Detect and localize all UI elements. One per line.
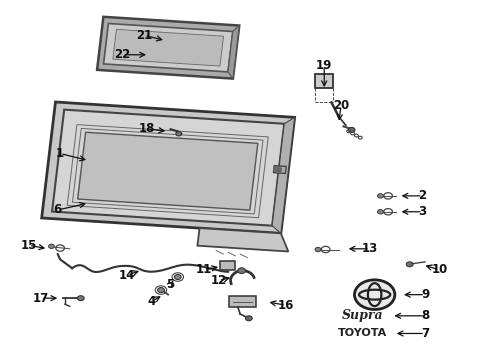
Text: 9: 9 bbox=[421, 288, 429, 301]
Circle shape bbox=[238, 268, 245, 274]
Text: 16: 16 bbox=[278, 299, 294, 312]
Polygon shape bbox=[97, 17, 239, 78]
Text: 4: 4 bbox=[147, 295, 155, 308]
Polygon shape bbox=[273, 166, 286, 174]
Circle shape bbox=[49, 244, 54, 248]
Text: 19: 19 bbox=[316, 59, 332, 72]
Text: 17: 17 bbox=[33, 292, 49, 305]
Bar bbox=[229, 296, 256, 307]
Text: 8: 8 bbox=[421, 309, 429, 322]
Circle shape bbox=[158, 288, 164, 293]
Text: 7: 7 bbox=[421, 327, 429, 340]
Circle shape bbox=[274, 167, 281, 172]
Polygon shape bbox=[52, 109, 284, 226]
Circle shape bbox=[377, 210, 383, 214]
Polygon shape bbox=[113, 29, 223, 66]
Circle shape bbox=[77, 296, 84, 301]
Polygon shape bbox=[78, 132, 258, 210]
Text: 13: 13 bbox=[362, 242, 378, 255]
Text: 5: 5 bbox=[167, 278, 175, 291]
Bar bbox=[220, 261, 235, 270]
Text: 6: 6 bbox=[53, 203, 62, 216]
Text: 20: 20 bbox=[333, 99, 349, 112]
Text: 22: 22 bbox=[115, 48, 131, 61]
Circle shape bbox=[354, 280, 395, 310]
Polygon shape bbox=[272, 117, 294, 233]
Text: 3: 3 bbox=[418, 205, 427, 218]
Text: TOYOTA: TOYOTA bbox=[338, 328, 387, 338]
Text: 21: 21 bbox=[136, 29, 152, 42]
Circle shape bbox=[176, 132, 182, 136]
Text: 10: 10 bbox=[431, 264, 447, 276]
Text: 1: 1 bbox=[56, 147, 64, 160]
Circle shape bbox=[245, 316, 252, 321]
Circle shape bbox=[315, 247, 321, 252]
Text: 18: 18 bbox=[138, 122, 155, 135]
Text: 14: 14 bbox=[119, 269, 136, 282]
Circle shape bbox=[174, 275, 181, 279]
Polygon shape bbox=[197, 228, 288, 252]
Text: 15: 15 bbox=[21, 239, 37, 252]
Polygon shape bbox=[42, 102, 294, 233]
Circle shape bbox=[377, 194, 383, 198]
Text: Supra: Supra bbox=[342, 309, 384, 322]
Circle shape bbox=[348, 127, 355, 132]
Circle shape bbox=[406, 262, 413, 267]
Polygon shape bbox=[103, 23, 233, 72]
Text: 2: 2 bbox=[418, 189, 427, 202]
Text: 11: 11 bbox=[196, 264, 212, 276]
Text: 12: 12 bbox=[211, 274, 227, 287]
Bar bbox=[315, 74, 333, 88]
Polygon shape bbox=[228, 26, 239, 78]
